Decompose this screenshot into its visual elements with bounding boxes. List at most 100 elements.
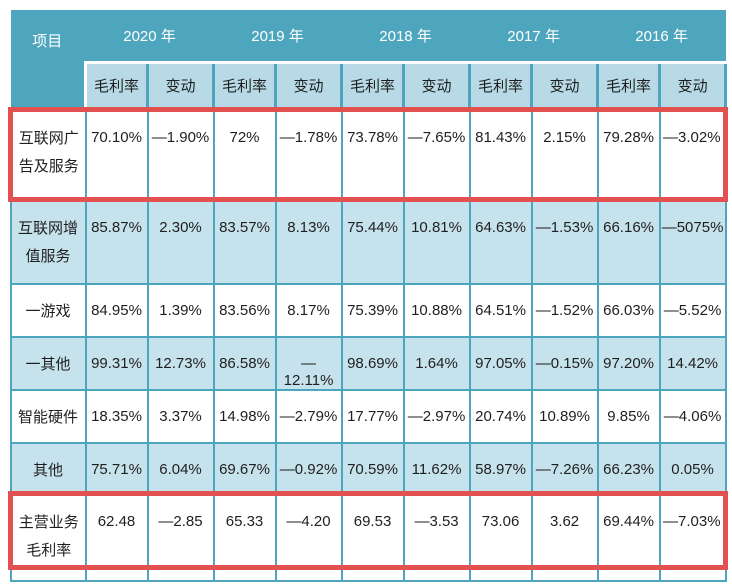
table-row: 智能硬件 18.35% 3.37% 14.98% —2.79% 17.77% —2.97% 2… [9, 389, 727, 444]
row-label: 互联网增值服务 [9, 198, 87, 285]
cell-value: 10.88% [402, 283, 471, 338]
sub-header: 变动 [658, 62, 728, 109]
partial-row [9, 566, 727, 582]
cell-value: 64.51% [468, 283, 533, 338]
sub-header-row: 毛利率 变动 毛利率 变动 毛利率 变动 毛利率 变动 毛利率 变动 [11, 62, 728, 109]
cell-value: 14.98% [212, 389, 277, 444]
table-row-highlighted: 互联网广告及服务 70.10% —1.90% 72% —1.78% 73.78% —7.65… [9, 108, 727, 200]
table-row: 互联网增值服务 85.87% 2.30% 83.57% 8.13% 75.44% 10.81… [9, 198, 727, 285]
cell-value: 85.87% [84, 198, 149, 285]
cell-value: —7.65% [402, 108, 471, 200]
cell-value: 58.97% [468, 442, 533, 494]
year-header: 2016 年 [597, 10, 726, 64]
row-label: 智能硬件 [9, 389, 87, 444]
cell-value: 84.95% [84, 283, 149, 338]
row-label: 互联网广告及服务 [9, 108, 87, 200]
sub-header: 毛利率 [84, 62, 149, 109]
empty-cell [402, 566, 471, 582]
cell-value: 9.85% [596, 389, 661, 444]
table-row: 一游戏 84.95% 1.39% 83.56% 8.17% 75.39% 10.88% 64.… [9, 283, 727, 338]
cell-value: —7.03% [658, 492, 727, 568]
sub-header: 变动 [402, 62, 472, 109]
sub-header: 毛利率 [340, 62, 406, 109]
row-label: 主营业务毛利率 [9, 492, 87, 568]
cell-value: —1.90% [146, 108, 215, 200]
row-label: 一其他 [9, 336, 87, 391]
empty-cell [9, 566, 87, 582]
cell-value: 10.89% [530, 389, 599, 444]
cell-value: 70.59% [340, 442, 405, 494]
cell-value: —1.52% [530, 283, 599, 338]
cell-value: 98.69% [340, 336, 405, 391]
empty-cell [212, 566, 277, 582]
cell-value: 79.28% [596, 108, 661, 200]
cell-value: —5.52% [658, 283, 727, 338]
cell-value: —2.97% [402, 389, 471, 444]
cell-value: —3.53 [402, 492, 471, 568]
table-row-highlighted: 主营业务毛利率 62.48 —2.85 65.33 —4.20 69.53 —3.53 73.… [9, 492, 727, 568]
empty-cell [340, 566, 405, 582]
cell-value: 10.81% [402, 198, 471, 285]
cell-value: —7.26% [530, 442, 599, 494]
cell-value: 83.57% [212, 198, 277, 285]
cell-value: 1.64% [402, 336, 471, 391]
cell-value: 69.67% [212, 442, 277, 494]
cell-value: 99.31% [84, 336, 149, 391]
corner-header-cell: 项目 [10, 10, 86, 109]
cell-value: —3.02% [658, 108, 727, 200]
cell-value: 66.16% [596, 198, 661, 285]
sub-header: 毛利率 [596, 62, 662, 109]
cell-value: 66.03% [596, 283, 661, 338]
cell-value: 70.10% [84, 108, 149, 200]
cell-value: 2.30% [146, 198, 215, 285]
year-header: 2020 年 [85, 10, 214, 64]
table-row: 一其他 99.31% 12.73% 86.58% —12.11% 98.69% 1.64% 9… [9, 336, 727, 391]
cell-value: —0.15% [530, 336, 599, 391]
cell-value: 0.05% [658, 442, 727, 494]
cell-value: —5075% [658, 198, 727, 285]
sub-header: 毛利率 [212, 62, 278, 109]
table-row: 其他 75.71% 6.04% 69.67% —0.92% 70.59% 11.62% 58.… [9, 442, 727, 494]
empty-cell [274, 566, 343, 582]
cell-value: 17.77% [340, 389, 405, 444]
empty-cell [658, 566, 727, 582]
empty-cell [596, 566, 661, 582]
empty-cell [530, 566, 599, 582]
year-header: 2018 年 [341, 10, 470, 64]
year-header: 2019 年 [213, 10, 342, 64]
cell-value: 65.33 [212, 492, 277, 568]
cell-value: 6.04% [146, 442, 215, 494]
cell-value: 75.71% [84, 442, 149, 494]
cell-value: 64.63% [468, 198, 533, 285]
cell-value: —4.06% [658, 389, 727, 444]
cell-value: 3.62 [530, 492, 599, 568]
cell-value: 14.42% [658, 336, 727, 391]
cell-value: 2.15% [530, 108, 599, 200]
cell-value: 8.13% [274, 198, 343, 285]
empty-cell [146, 566, 215, 582]
cell-value: 97.05% [468, 336, 533, 391]
cell-value: 73.78% [340, 108, 405, 200]
sub-header: 变动 [145, 62, 216, 109]
row-label: 一游戏 [9, 283, 87, 338]
cell-value: 69.53 [340, 492, 405, 568]
cell-value: 97.20% [596, 336, 661, 391]
cell-value: —2.85 [146, 492, 215, 568]
cell-value: 20.74% [468, 389, 533, 444]
cell-value: 75.44% [340, 198, 405, 285]
year-header: 2017 年 [469, 10, 598, 64]
cell-value: —1.78% [274, 108, 343, 200]
cell-value: 1.39% [146, 283, 215, 338]
cell-value: 3.37% [146, 389, 215, 444]
cell-value: —4.20 [274, 492, 343, 568]
gross-margin-table: 项目 2020 年 2019 年 2018 年 2017 年 2016 年 毛利率 变动毛… [8, 10, 728, 582]
cell-value: 72% [212, 108, 277, 200]
cell-value: —12.11% [274, 336, 343, 391]
cell-value: 75.39% [340, 283, 405, 338]
table-body: 互联网广告及服务 70.10% —1.90% 72% —1.78% 73.78% —7.65… [9, 108, 727, 582]
cell-value: 66.23% [596, 442, 661, 494]
cell-value: 11.62% [402, 442, 471, 494]
empty-cell [468, 566, 533, 582]
cell-value: 73.06 [468, 492, 533, 568]
